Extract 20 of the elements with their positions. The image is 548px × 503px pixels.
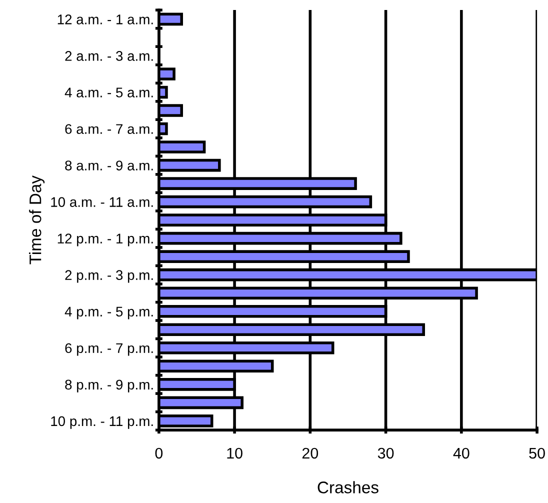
x-tick-label: 0 bbox=[155, 448, 163, 459]
x-axis-title: Crashes bbox=[318, 481, 378, 494]
y-tick-label: 8 a.m. - 9 a.m. bbox=[65, 160, 153, 170]
y-axis-title: Time of Day bbox=[29, 175, 45, 264]
x-tick-label: 40 bbox=[453, 448, 470, 459]
y-tick-label: 6 a.m. - 7 a.m. bbox=[65, 124, 153, 134]
y-tick-label: 8 p.m. - 9 p.m. bbox=[65, 380, 153, 392]
y-tick-label: 2 a.m. - 3 a.m. bbox=[65, 51, 153, 61]
x-tick-label: 50 bbox=[529, 448, 545, 459]
y-tick-label: 6 p.m. - 7 p.m. bbox=[65, 343, 153, 356]
y-tick-label: 4 p.m. - 5 p.m. bbox=[64, 306, 153, 320]
y-tick-label: 12 p.m. - 1 p.m. bbox=[58, 234, 153, 246]
y-tick-label: 10 p.m. - 11 p.m. bbox=[51, 416, 153, 429]
y-tick-label: 10 a.m. - 11 a.m. bbox=[51, 197, 153, 207]
x-tick-label: 30 bbox=[378, 448, 394, 459]
y-tick-label: 4 a.m. - 5 a.m. bbox=[64, 88, 153, 98]
x-tick-label: 10 bbox=[227, 448, 242, 459]
y-tick-label: 12 a.m. - 1 a.m. bbox=[58, 14, 153, 24]
x-tick-label: 20 bbox=[302, 448, 318, 459]
y-tick-label: 2 p.m. - 3 p.m. bbox=[65, 270, 153, 283]
